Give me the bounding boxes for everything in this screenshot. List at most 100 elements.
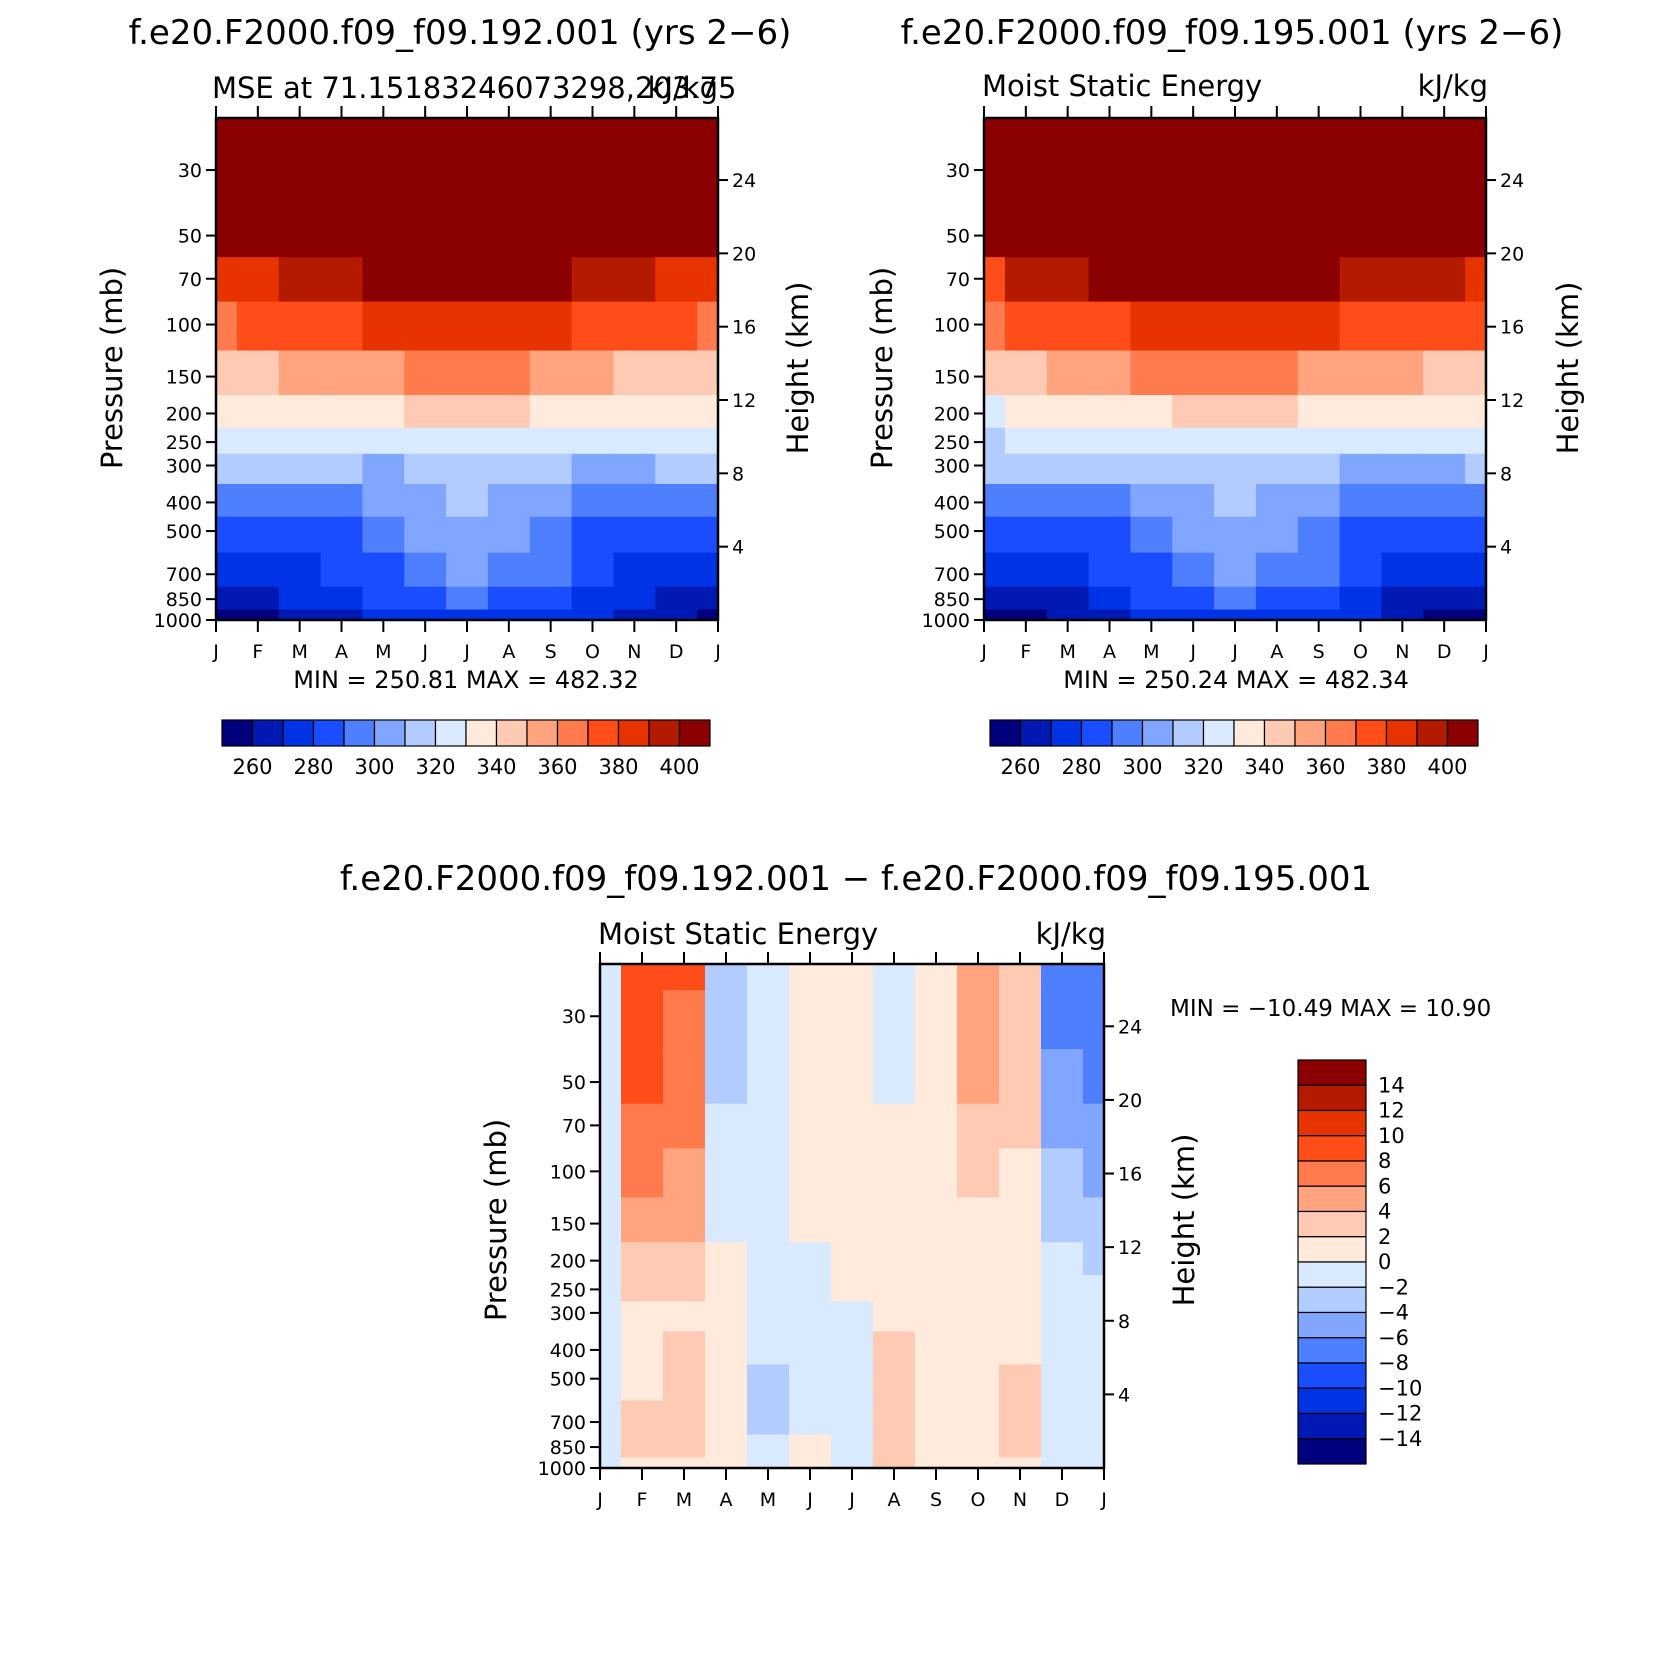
- heatmap-cell: [446, 350, 489, 396]
- heatmap-cell: [1004, 144, 1048, 204]
- heatmap-cell: [446, 552, 489, 588]
- heatmap-cell: [216, 552, 238, 588]
- panel-1-ylabel-left: Pressure (mb): [95, 267, 129, 469]
- colorbar-label: −12: [1378, 1402, 1422, 1426]
- heatmap-cell: [1083, 990, 1105, 1050]
- heatmap-cell: [655, 395, 698, 429]
- month-tick-label: J: [848, 1489, 855, 1511]
- heatmap-cell: [1046, 350, 1090, 396]
- heatmap-cell: [705, 990, 748, 1050]
- heatmap-cell: [613, 118, 656, 145]
- heatmap-cell: [487, 516, 531, 554]
- heatmap-cell: [1046, 395, 1090, 429]
- month-tick-label: M: [1059, 641, 1075, 663]
- heatmap-cell: [1255, 118, 1299, 145]
- month-tick-label: M: [676, 1489, 692, 1511]
- colorbar-swatch: [343, 719, 376, 747]
- month-tick-label: J: [1231, 641, 1238, 663]
- heatmap-cell: [613, 586, 656, 611]
- heatmap-cell: [873, 964, 916, 991]
- heatmap-cell: [655, 483, 698, 518]
- heatmap-cell: [697, 427, 719, 455]
- heatmap-cell: [1423, 586, 1466, 611]
- heatmap-cell: [957, 990, 1000, 1050]
- heatmap-cell: [600, 1301, 622, 1333]
- heatmap-cell: [362, 552, 405, 588]
- heatmap-cell: [216, 144, 238, 204]
- heatmap-cell: [1381, 453, 1424, 485]
- colorbar-label: 400: [659, 755, 699, 779]
- heatmap-cell: [529, 552, 573, 588]
- heatmap-cell: [1255, 427, 1299, 455]
- heatmap-cell: [621, 1457, 664, 1469]
- panel-3-left-string: Moist Static Energy: [598, 917, 878, 951]
- pressure-tick-label: 700: [550, 1412, 586, 1434]
- heatmap-cell: [1004, 350, 1048, 396]
- colorbar-swatch: [1297, 1236, 1367, 1263]
- heatmap-cell: [236, 483, 280, 518]
- colorbar-label: 12: [1378, 1099, 1405, 1123]
- heatmap-cell: [1172, 395, 1215, 429]
- heatmap-cell: [915, 1275, 958, 1302]
- heatmap-cell: [487, 427, 531, 455]
- colorbar-swatch: [1050, 719, 1083, 747]
- heatmap-cell: [915, 1434, 958, 1459]
- heatmap-cell: [697, 301, 719, 352]
- heatmap-cell: [446, 453, 489, 485]
- heatmap-cell: [1004, 257, 1048, 303]
- heatmap-cell: [362, 586, 405, 611]
- heatmap-cell: [1297, 516, 1341, 554]
- colorbar-label: 8: [1378, 1149, 1391, 1173]
- heatmap-cell: [278, 609, 322, 621]
- heatmap-cell: [984, 516, 1006, 554]
- heatmap-cell: [1465, 609, 1487, 621]
- heatmap-cell: [873, 1434, 916, 1459]
- heatmap-cell: [404, 350, 447, 396]
- heatmap-cell: [1046, 118, 1090, 145]
- heatmap-cell: [404, 483, 447, 518]
- heatmap-cell: [747, 1434, 790, 1459]
- heatmap-cell: [957, 1400, 1000, 1436]
- heatmap-cell: [1046, 516, 1090, 554]
- heatmap-cell: [613, 350, 656, 396]
- colorbar-swatch: [221, 719, 254, 747]
- heatmap-cell: [1083, 1148, 1105, 1199]
- panel-1-units: kJ/kg: [648, 71, 718, 105]
- heatmap-cell: [1297, 301, 1341, 352]
- heatmap-cell: [873, 1103, 916, 1149]
- heatmap-cell: [957, 1103, 1000, 1149]
- panel-3-title: f.e20.F2000.f09_f09.192.001 − f.e20.F200…: [340, 859, 1372, 899]
- heatmap-cell: [999, 1049, 1042, 1105]
- heatmap-cell: [915, 1049, 958, 1105]
- heatmap-cell: [1214, 483, 1257, 518]
- heatmap-cell: [1255, 586, 1299, 611]
- month-tick-label: D: [1055, 1489, 1070, 1511]
- heatmap-cell: [1130, 144, 1173, 204]
- heatmap-cell: [915, 1331, 958, 1365]
- colorbar-swatch: [1172, 719, 1205, 747]
- heatmap-cell: [1041, 1275, 1084, 1302]
- heatmap-cell: [1465, 516, 1487, 554]
- heatmap-cell: [487, 552, 531, 588]
- month-tick-label: J: [714, 641, 721, 663]
- heatmap-cell: [789, 1331, 832, 1365]
- heatmap-cell: [831, 1103, 874, 1149]
- heatmap-cell: [1041, 1400, 1084, 1436]
- colorbar-label: 10: [1378, 1124, 1405, 1148]
- heatmap-cell: [1130, 483, 1173, 518]
- heatmap-cell: [663, 1434, 706, 1459]
- colorbar-swatch: [1297, 1387, 1367, 1415]
- heatmap-cell: [1381, 118, 1424, 145]
- heatmap-cell: [621, 1148, 664, 1199]
- heatmap-cell: [1423, 301, 1466, 352]
- heatmap-cell: [621, 1400, 664, 1436]
- colorbar-swatch: [1297, 1311, 1367, 1339]
- heatmap-cell: [999, 1331, 1042, 1365]
- month-tick-label: A: [888, 1489, 901, 1511]
- month-tick-label: A: [1270, 641, 1283, 663]
- pressure-tick-label: 700: [934, 564, 970, 586]
- heatmap-cell: [487, 395, 531, 429]
- heatmap-cell: [999, 964, 1042, 991]
- heatmap-cell: [1465, 118, 1487, 145]
- heatmap-cell: [747, 1275, 790, 1302]
